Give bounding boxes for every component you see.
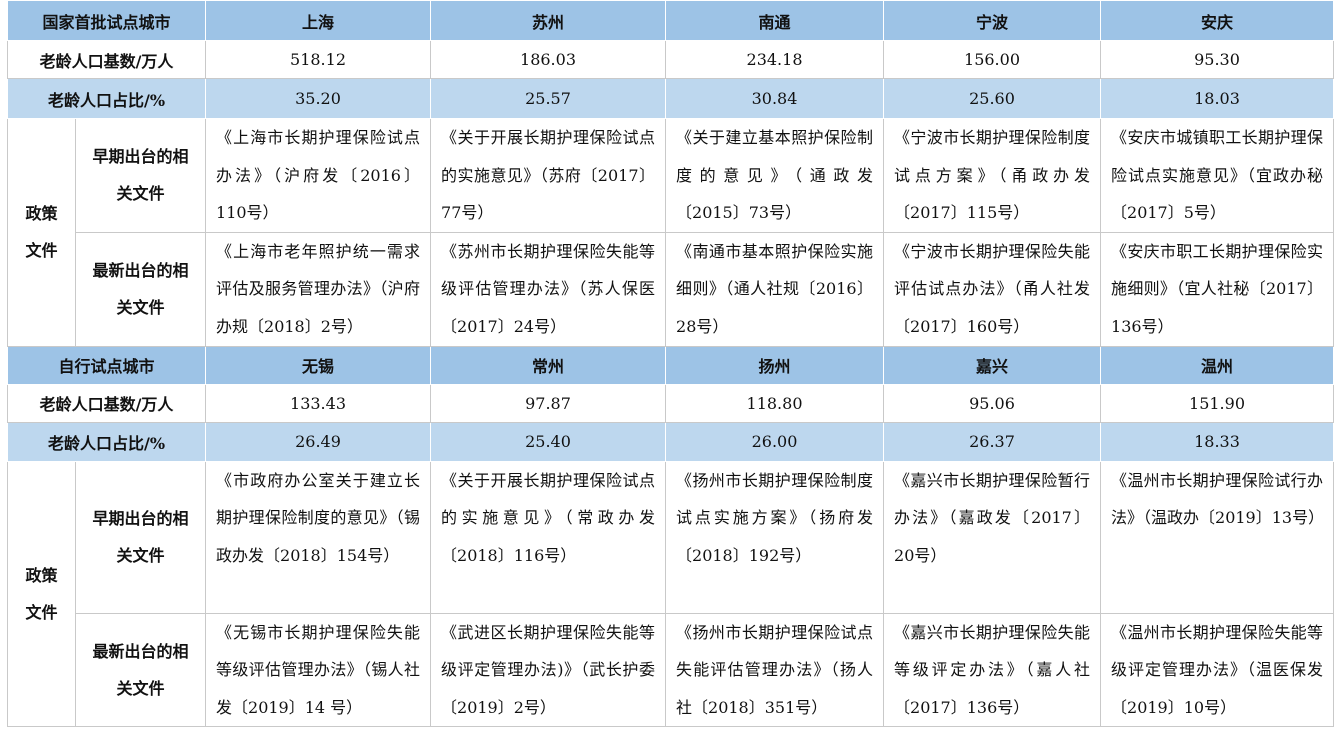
city-header: 上海 (205, 0, 432, 41)
elderly-base-label: 老龄人口基数/万人 (6, 40, 207, 79)
elderly-base-value: 133.43 (205, 383, 432, 423)
early-doc-cell: 《安庆市城镇职工长期护理保险试点实施意见》（宜政办秘〔2017〕5号） (1100, 118, 1335, 233)
latest-docs-label: 最新出台的相关文件 (74, 231, 207, 347)
latest-doc-cell: 《嘉兴市长期护理保险失能等级评定办法》（嘉人社〔2017〕136号） (883, 612, 1102, 727)
latest-docs-row: 最新出台的相关文件 《上海市老年照护统一需求评估及服务管理办法》（沪府办规〔201… (8, 231, 1335, 347)
early-doc-cell: 《宁波市长期护理保险制度试点方案》（甬政办发〔2017〕115号） (883, 118, 1102, 233)
early-doc-cell: 《关于开展长期护理保险试点的实施意见》（苏府〔2017〕77号） (430, 118, 667, 233)
city-header: 嘉兴 (883, 345, 1102, 385)
pilot-cities-table: 国家首批试点城市 上海 苏州 南通 宁波 安庆 老龄人口基数/万人 518.12 186.03 2… (6, 0, 1335, 727)
latest-doc-cell: 《苏州市长期护理保险失能等级评估管理办法》（苏人保医〔2017〕24号） (430, 231, 667, 347)
section-header-label: 国家首批试点城市 (6, 0, 207, 41)
city-header: 无锡 (205, 345, 432, 385)
section-header-row: 国家首批试点城市 上海 苏州 南通 宁波 安庆 (6, 0, 1335, 41)
city-header: 苏州 (430, 0, 667, 41)
elderly-base-value: 95.06 (883, 383, 1102, 423)
early-doc-cell: 《上海市长期护理保险试点办法》（沪府发〔2016〕110号） (205, 118, 432, 233)
elderly-base-value: 156.00 (883, 40, 1102, 79)
early-doc-cell: 《关于开展长期护理保险试点的实施意见》（常政办发〔2018〕116号） (430, 460, 667, 614)
latest-docs-label: 最新出台的相关文件 (74, 612, 207, 727)
latest-doc-cell: 《南通市基本照护保险实施细则》（通人社规〔2016〕28号） (665, 231, 885, 347)
early-doc-cell: 《关于建立基本照护保险制度的意见》（通政发〔2015〕73号） (665, 118, 885, 233)
city-header: 扬州 (665, 345, 885, 385)
elderly-base-value: 186.03 (430, 40, 667, 79)
elderly-base-row: 老龄人口基数/万人 133.43 97.87 118.80 95.06 151.90 (6, 383, 1335, 423)
elderly-ratio-value: 30.84 (665, 78, 885, 119)
elderly-ratio-value: 26.00 (665, 421, 885, 462)
early-doc-cell: 《市政府办公室关于建立长期护理保险制度的意见》（锡政办发〔2018〕154号） (205, 460, 432, 614)
city-header: 宁波 (883, 0, 1102, 41)
early-docs-label: 早期出台的相关文件 (74, 460, 207, 614)
latest-doc-cell: 《温州市长期护理保险失能等级评定管理办法》（温医保发〔2019〕10号） (1100, 612, 1335, 727)
elderly-ratio-row: 老龄人口占比/% 26.49 25.40 26.00 26.37 18.33 (6, 421, 1335, 462)
city-header: 安庆 (1100, 0, 1335, 41)
elderly-ratio-label: 老龄人口占比/% (6, 78, 207, 119)
elderly-ratio-label: 老龄人口占比/% (6, 421, 207, 462)
elderly-ratio-value: 26.49 (205, 421, 432, 462)
elderly-base-value: 234.18 (665, 40, 885, 79)
elderly-base-value: 97.87 (430, 383, 667, 423)
latest-doc-cell: 《武进区长期护理保险失能等级评定管理办法)》（武长护委〔2019〕2号） (430, 612, 667, 727)
section-header-label: 自行试点城市 (6, 345, 207, 385)
early-docs-label: 早期出台的相关文件 (74, 118, 207, 233)
city-header: 温州 (1100, 345, 1335, 385)
city-header: 南通 (665, 0, 885, 41)
policy-docs-label: 政策文件 (7, 460, 76, 727)
elderly-base-label: 老龄人口基数/万人 (6, 383, 207, 423)
elderly-base-value: 151.90 (1100, 383, 1335, 423)
latest-docs-row: 最新出台的相关文件 《无锡市长期护理保险失能等级评估管理办法》（锡人社发〔2019… (8, 612, 1335, 727)
policy-docs-label: 政策文件 (7, 118, 76, 347)
latest-doc-cell: 《宁波市长期护理保险失能评估试点办法》（甬人社发〔2017〕160号） (883, 231, 1102, 347)
latest-doc-cell: 《上海市老年照护统一需求评估及服务管理办法》（沪府办规〔2018〕2号） (205, 231, 432, 347)
elderly-ratio-value: 18.03 (1100, 78, 1335, 119)
early-docs-row: 政策文件 早期出台的相关文件 《市政府办公室关于建立长期护理保险制度的意见》（锡政办… (7, 460, 1335, 727)
elderly-base-value: 118.80 (665, 383, 885, 423)
elderly-base-row: 老龄人口基数/万人 518.12 186.03 234.18 156.00 95.30 (6, 40, 1335, 79)
elderly-base-value: 95.30 (1100, 40, 1335, 79)
latest-doc-cell: 《无锡市长期护理保险失能等级评估管理办法》（锡人社发〔2019〕14 号） (205, 612, 432, 727)
early-doc-cell: 《扬州市长期护理保险制度试点实施方案》（扬府发〔2018〕192号） (665, 460, 885, 614)
elderly-base-value: 518.12 (205, 40, 432, 79)
early-docs-row: 政策文件 早期出台的相关文件 《上海市长期护理保险试点办法》（沪府发〔2016〕11… (7, 118, 1335, 347)
elderly-ratio-value: 25.40 (430, 421, 667, 462)
section-header-row: 自行试点城市 无锡 常州 扬州 嘉兴 温州 (6, 345, 1335, 385)
city-header: 常州 (430, 345, 667, 385)
elderly-ratio-value: 18.33 (1100, 421, 1335, 462)
latest-doc-cell: 《扬州市长期护理保险试点失能评估管理办法》（扬人社〔2018〕351号） (665, 612, 885, 727)
elderly-ratio-value: 35.20 (205, 78, 432, 119)
elderly-ratio-value: 25.57 (430, 78, 667, 119)
latest-doc-cell: 《安庆市职工长期护理保险实施细则》（宜人社秘〔2017〕136号） (1100, 231, 1335, 347)
elderly-ratio-value: 25.60 (883, 78, 1102, 119)
elderly-ratio-value: 26.37 (883, 421, 1102, 462)
early-doc-cell: 《温州市长期护理保险试行办法》（温政办〔2019〕13号） (1100, 460, 1335, 614)
early-doc-cell: 《嘉兴市长期护理保险暂行办法》（嘉政发〔2017〕20号） (883, 460, 1102, 614)
elderly-ratio-row: 老龄人口占比/% 35.20 25.57 30.84 25.60 18.03 (6, 78, 1335, 119)
